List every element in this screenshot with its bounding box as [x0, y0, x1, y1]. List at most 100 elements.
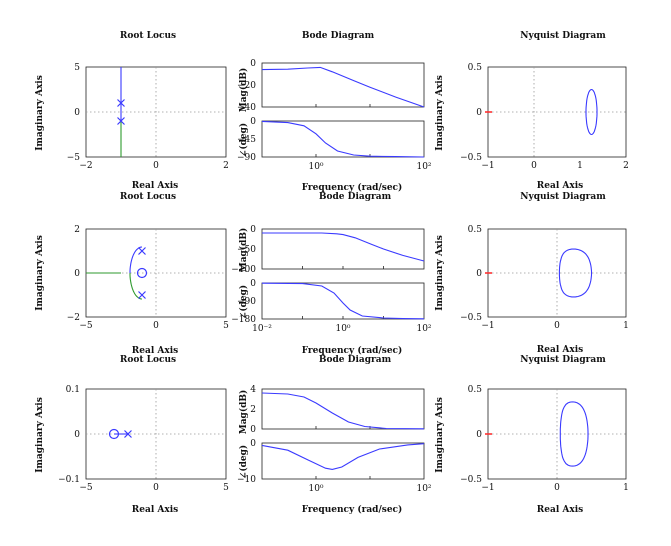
rootlocus-title-1: Root Locus: [120, 31, 176, 41]
nyquist-xlabel-1: Real Axis: [537, 181, 583, 191]
bode-xlabel-1: Frequency (rad/sec): [302, 182, 403, 193]
r3-nyquist-xtick: 0: [554, 483, 560, 493]
r2-bode-phase-xtick: 10⁰: [335, 324, 350, 334]
bode-xlabel-2: Frequency (rad/sec): [302, 345, 403, 356]
r1-bode-mag-ytick: −40: [237, 103, 256, 113]
r2-bode-mag-ytick: 0: [250, 225, 256, 235]
r3-bode-mag-curve: [261, 392, 425, 430]
r2-bode-phase-xtick: 10⁻²: [252, 324, 272, 334]
rootlocus-ylabel-3: Imaginary Axis: [35, 397, 45, 473]
bode-phase-label-1: ∠(deg): [238, 123, 249, 157]
bode-title-1: Bode Diagram: [302, 31, 375, 41]
bode-mag-label-3: Mag(dB): [238, 390, 249, 435]
r2-nyquist-xtick: 0: [554, 321, 560, 331]
r1-bode-phase-axes-frame: [261, 120, 425, 158]
nyquist-title-2: Nyquist Diagram: [520, 192, 606, 202]
r1-bode-mag-ytick: 0: [250, 59, 256, 69]
bode-phase-label-2: ∠(deg): [238, 285, 249, 319]
nyquist-ylabel-1: Imaginary Axis: [435, 75, 445, 151]
nyquist-title-3: Nyquist Diagram: [520, 355, 606, 365]
r1-bode-phase-ytick: 0: [250, 117, 256, 127]
r2-rootlocus-ytick: 0: [74, 269, 80, 279]
r3-nyquist-ytick: −0.5: [460, 475, 482, 485]
r1-rootlocus-ytick: 0: [74, 108, 80, 118]
rootlocus-title-3: Root Locus: [120, 355, 176, 365]
r2-bode-phase-axes-frame: [261, 282, 425, 320]
r3-bode-phase-curve: [261, 443, 425, 470]
nyquist-title-1: Nyquist Diagram: [520, 31, 606, 41]
r1-nyquist-xtick: 0: [531, 161, 537, 171]
r2-bode-mag-curve: [262, 232, 425, 262]
bode-title-2: Bode Diagram: [319, 192, 392, 202]
r2-bode-phase-xtick: 10²: [416, 324, 431, 334]
r3-nyquist-ytick: 0: [476, 430, 482, 440]
r2-rootlocus-xtick: 5: [223, 321, 229, 331]
bode-mag-label-1: Mag(dB): [238, 68, 249, 113]
nyquist-xlabel-3: Real Axis: [537, 505, 583, 515]
r2-bode-phase-ytick: −180: [231, 315, 256, 325]
rootlocus-ylabel-1: Imaginary Axis: [35, 75, 45, 151]
r3-bode-phase-xtick: 10²: [416, 484, 431, 494]
r3-bode-mag-axes-frame: [261, 388, 425, 430]
r1-bode-mag-ytick: −20: [237, 81, 256, 91]
r3-nyquist-curve: [559, 401, 589, 467]
r1-rootlocus-xtick: 2: [223, 161, 229, 171]
r3-bode-phase-xtick: 10⁰: [308, 484, 323, 494]
r1-bode-phase-ytick: −90: [237, 153, 256, 163]
r2-bode-phase-ytick: −90: [237, 297, 256, 307]
r2-rootlocus-ytick: −2: [67, 313, 80, 323]
r2-bode-mag-ytick: −50: [237, 245, 256, 255]
r1-rootlocus-pole-marker: [117, 117, 125, 125]
r1-rootlocus-ytick: −5: [67, 153, 81, 163]
r2-rootlocus-pole-marker: [138, 291, 146, 299]
r2-nyquist-ytick: 0.5: [468, 225, 483, 235]
r1-nyquist-curve: [585, 88, 598, 136]
r2-nyquist-xtick: 1: [623, 321, 629, 331]
r1-bode-phase-curve: [261, 120, 425, 158]
r1-nyquist-xtick: 1: [577, 161, 583, 171]
r2-nyquist-ytick: 0: [476, 269, 482, 279]
rootlocus-title-2: Root Locus: [120, 192, 176, 202]
r1-bode-mag-axes-frame: [261, 62, 425, 108]
r3-rootlocus-ytick: 0: [74, 430, 80, 440]
plot-layer: 50−5−2 0 220−2−5 0 50.10−0.1−5 0 50−20−400−45−…: [58, 59, 629, 494]
r1-rootlocus-pole-marker: [117, 99, 125, 107]
r2-bode-mag-ytick: −100: [231, 265, 256, 275]
r2-rootlocus-pole-marker: [138, 247, 146, 255]
r3-bode-phase-ytick: −10: [237, 475, 256, 485]
r1-rootlocus-xtick: −2: [79, 161, 92, 171]
r2-nyquist-curve: [558, 248, 593, 298]
r3-bode-mag-ytick: 0: [250, 425, 256, 435]
r1-bode-mag-curve: [261, 66, 425, 108]
r3-bode-mag-ytick: 4: [250, 385, 256, 395]
r3-bode-phase-axes-frame: [261, 442, 425, 480]
r1-rootlocus-ytick: 5: [74, 63, 80, 73]
r1-nyquist-ytick: 0: [476, 108, 482, 118]
bode-mag-label-2: Mag(dB): [238, 228, 249, 273]
r3-nyquist-xtick: 1: [623, 483, 629, 493]
r3-rootlocus-xtick: 0: [153, 483, 159, 493]
rootlocus-xlabel-3: Real Axis: [132, 505, 178, 515]
r3-bode-mag-ytick: 2: [250, 405, 256, 415]
r3-nyquist-xtick: −1: [481, 483, 494, 493]
bode-phase-label-3: ∠(deg): [238, 445, 249, 479]
r3-nyquist-ytick: 0.5: [468, 385, 483, 395]
r3-rootlocus-pole-marker: [124, 430, 132, 438]
r2-bode-phase-curve: [261, 282, 425, 320]
rootlocus-ylabel-2: Imaginary Axis: [35, 235, 45, 311]
nyquist-xlabel-2: Real Axis: [537, 345, 583, 355]
r1-bode-phase-ytick: −45: [237, 135, 256, 145]
r3-rootlocus-ytick: 0.1: [66, 385, 80, 395]
rootlocus-xlabel-1: Real Axis: [132, 181, 178, 191]
r3-rootlocus-zero-marker: [108, 428, 120, 440]
r2-rootlocus-xtick: 0: [153, 321, 159, 331]
r1-nyquist-xtick: −1: [481, 161, 494, 171]
r1-nyquist-ytick: 0.5: [468, 63, 483, 73]
r1-nyquist-ytick: −0.5: [460, 153, 482, 163]
r3-rootlocus-xtick: 5: [223, 483, 229, 493]
r2-nyquist-ytick: −0.5: [460, 313, 482, 323]
r1-bode-phase-xtick: 10⁰: [308, 162, 323, 172]
r2-rootlocus-xtick: −5: [79, 321, 93, 331]
bode-xlabel-3: Frequency (rad/sec): [302, 504, 403, 515]
